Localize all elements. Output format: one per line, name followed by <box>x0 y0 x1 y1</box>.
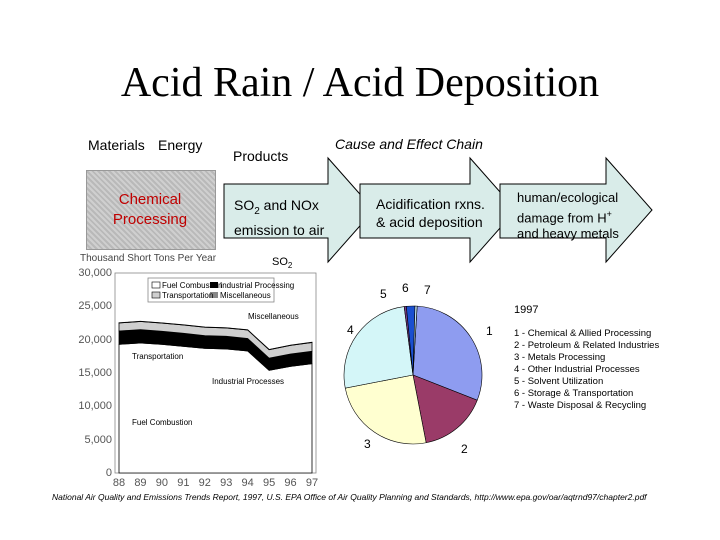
pie-legend-5: 5 - Solvent Utilization <box>514 376 604 387</box>
x-tick-label: 90 <box>155 477 168 489</box>
damage-text: human/ecological damage from H+ and heav… <box>517 190 619 242</box>
area-chart-series <box>118 320 313 474</box>
annotation-misc: Miscellaneous <box>248 312 299 321</box>
legend-swatch-misc <box>210 292 218 298</box>
arrow-damage <box>499 156 653 264</box>
damage-line2: damage from H <box>517 210 607 226</box>
legend-swatch-fuel <box>151 281 161 289</box>
so2-chart-subscript: 2 <box>287 261 293 271</box>
pie-legend-3: 3 - Metals Processing <box>514 352 606 363</box>
pie-slice-7 <box>412 305 418 376</box>
damage-line3: and heavy metals <box>517 226 619 242</box>
hplus-superscript: + <box>606 209 612 219</box>
annotation-fuel: Fuel Combustion <box>132 418 193 427</box>
acidification-line2: & acid deposition <box>376 214 483 230</box>
so2-subscript: 2 <box>254 205 260 217</box>
pie-slice-1 <box>412 305 483 401</box>
annotation-industrial: Industrial Processes <box>212 377 285 386</box>
y-tick-label: 25,000 <box>78 300 112 313</box>
energy-label: Energy <box>158 137 203 153</box>
x-tick-label: 97 <box>305 477 319 489</box>
y-tick-label: 15,000 <box>78 367 112 379</box>
acidification-text: Acidification rxns. & acid deposition <box>376 195 485 231</box>
pie-label-1: 1 <box>486 324 493 338</box>
legend-industrial: Industrial Processing <box>220 281 295 290</box>
x-tick-label: 89 <box>134 477 147 489</box>
y-tick-label: 10,000 <box>78 400 112 413</box>
area-miscellaneous <box>118 320 313 351</box>
pie-legend-6: 6 - Storage & Transportation <box>514 388 634 399</box>
products-label: Products <box>233 148 289 164</box>
arrow-acidification <box>359 156 517 264</box>
pie-label-4: 4 <box>347 323 354 337</box>
x-tick-label: 92 <box>198 477 211 489</box>
legend-fuel: Fuel Combustion <box>162 281 223 290</box>
x-tick-label: 88 <box>112 477 126 489</box>
legend-misc: Miscellaneous <box>220 291 271 300</box>
annotation-transport: Transportation <box>132 352 184 361</box>
pie-slices <box>343 305 483 445</box>
pie-label-3: 3 <box>364 437 371 451</box>
cause-effect-label: Cause and Effect Chain <box>335 136 483 152</box>
pie-title: 1997 <box>514 304 539 316</box>
emission-line2: emission to air <box>234 221 325 238</box>
x-tick-label: 95 <box>262 477 276 489</box>
so2-chart-label: SO2 <box>272 256 292 272</box>
x-tick-label: 96 <box>284 477 297 489</box>
chemical-processing-box <box>86 170 216 250</box>
x-tick-label: 93 <box>220 477 233 489</box>
y-tick-label: 0 <box>105 467 112 479</box>
source-citation: National Air Quality and Emissions Trend… <box>52 492 647 502</box>
pie-legend-2: 2 - Petroleum & Related Industries <box>514 340 660 351</box>
legend-transport: Transportation <box>162 291 214 300</box>
legend-swatch-industrial <box>210 282 218 288</box>
pie-legend-7: 7 - Waste Disposal & Recycling <box>514 400 647 411</box>
legend-swatch-transport <box>151 291 161 299</box>
pie-label-5: 5 <box>380 287 387 301</box>
pie-slice-2 <box>412 374 478 444</box>
arrow-emission <box>223 156 375 264</box>
pie-legend-1: 1 - Chemical & Allied Processing <box>514 328 652 339</box>
area-chart-ylabel: Thousand Short Tons Per Year <box>80 253 217 264</box>
so2-text: SO <box>234 197 255 213</box>
y-tick-label: 30,000 <box>78 267 112 279</box>
pie-label-2: 2 <box>461 442 468 456</box>
y-tick-label: 20,000 <box>78 333 112 346</box>
damage-line1: human/ecological <box>517 190 619 205</box>
chemical-processing-text: Chemical Processing <box>112 191 188 228</box>
so2-chart-text: SO <box>272 256 288 268</box>
pie-label-6: 6 <box>402 281 409 295</box>
y-tick-label: 5,000 <box>84 433 112 446</box>
slide-title: Acid Rain / Acid Deposition <box>120 60 600 106</box>
chemical-processing-label: Chemical Processing <box>86 190 214 230</box>
materials-label: Materials <box>88 137 145 153</box>
pie-slice-3 <box>344 374 427 445</box>
pie-legend: 1 - Chemical & Allied Processing 2 - Pet… <box>514 328 659 412</box>
pie-slice-4 <box>343 306 414 389</box>
acidification-line1: Acidification rxns. <box>376 196 485 212</box>
x-tick-label: 91 <box>177 477 190 489</box>
x-tick-label: 94 <box>241 477 254 489</box>
pie-label-7: 7 <box>424 283 431 297</box>
emission-text: SO2 and NOx emission to air <box>234 196 324 239</box>
pie-legend-4: 4 - Other Industrial Processes <box>514 364 640 375</box>
nox-text: and NOx <box>259 197 319 213</box>
